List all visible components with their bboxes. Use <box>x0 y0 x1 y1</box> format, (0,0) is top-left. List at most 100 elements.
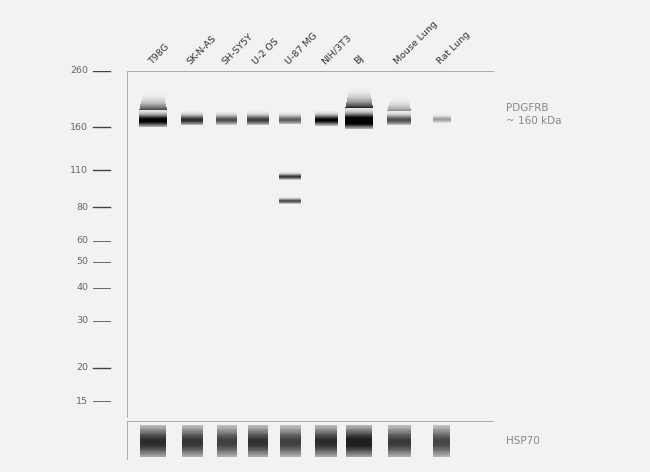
Bar <box>140 446 166 447</box>
Bar <box>216 449 237 450</box>
Bar <box>216 426 237 427</box>
Bar <box>181 451 203 452</box>
Bar <box>434 440 450 441</box>
Bar <box>280 425 301 426</box>
Bar <box>280 440 301 441</box>
Bar <box>280 430 301 431</box>
Text: 80: 80 <box>76 203 88 212</box>
Bar <box>315 435 337 436</box>
Bar <box>216 453 237 454</box>
Bar <box>248 453 268 454</box>
Text: Mouse Lung: Mouse Lung <box>393 20 439 67</box>
Bar <box>216 447 237 448</box>
Bar <box>280 445 301 446</box>
Bar <box>434 425 450 426</box>
Bar <box>181 446 203 447</box>
Bar <box>216 451 237 452</box>
Bar <box>315 452 337 453</box>
Bar <box>216 428 237 429</box>
Bar <box>388 452 411 453</box>
Bar <box>248 449 268 450</box>
Bar <box>388 450 411 451</box>
Bar <box>248 447 268 448</box>
Bar <box>181 426 203 427</box>
Bar <box>434 447 450 448</box>
Bar <box>248 444 268 445</box>
Text: 260: 260 <box>70 66 88 76</box>
Bar <box>181 440 203 441</box>
Bar <box>140 428 166 429</box>
Bar <box>280 449 301 450</box>
Bar <box>434 441 450 442</box>
Bar <box>140 452 166 453</box>
Bar <box>388 451 411 452</box>
Bar <box>346 450 372 451</box>
Bar <box>248 446 268 447</box>
Bar <box>280 450 301 451</box>
Bar <box>140 455 166 456</box>
Bar <box>140 445 166 446</box>
Bar <box>248 431 268 432</box>
Bar <box>346 446 372 447</box>
Bar <box>346 447 372 448</box>
Bar <box>315 430 337 431</box>
Bar <box>216 434 237 435</box>
Bar <box>140 453 166 454</box>
Bar <box>434 455 450 456</box>
Bar <box>140 442 166 443</box>
Bar <box>315 451 337 452</box>
Bar <box>248 442 268 443</box>
Bar <box>434 451 450 452</box>
Text: SK-N-AS: SK-N-AS <box>186 34 218 67</box>
Bar <box>181 452 203 453</box>
Text: U-2 OS: U-2 OS <box>252 37 281 67</box>
Bar <box>280 448 301 449</box>
Bar <box>216 427 237 428</box>
Bar <box>346 429 372 430</box>
Bar <box>346 440 372 441</box>
Bar <box>346 455 372 456</box>
Bar <box>280 452 301 453</box>
Bar <box>388 448 411 449</box>
Bar <box>346 427 372 428</box>
Bar <box>315 456 337 457</box>
Bar <box>181 432 203 433</box>
Text: 40: 40 <box>76 283 88 292</box>
Bar <box>181 449 203 450</box>
Bar <box>315 427 337 428</box>
Bar <box>140 431 166 432</box>
Bar <box>140 427 166 428</box>
Bar <box>181 438 203 439</box>
Text: PDGFRB
~ 160 kDa: PDGFRB ~ 160 kDa <box>506 103 561 126</box>
Bar <box>280 435 301 436</box>
Bar <box>280 439 301 440</box>
Bar <box>216 441 237 442</box>
Bar <box>346 425 372 426</box>
Bar <box>346 430 372 431</box>
Bar <box>216 429 237 430</box>
Text: T98G: T98G <box>147 42 171 67</box>
Bar <box>388 442 411 443</box>
Bar <box>346 449 372 450</box>
Bar <box>181 454 203 455</box>
Bar <box>248 452 268 453</box>
Bar <box>388 432 411 433</box>
Bar <box>181 442 203 443</box>
Bar <box>315 454 337 455</box>
Bar <box>388 436 411 437</box>
Bar <box>140 430 166 431</box>
Bar <box>248 448 268 449</box>
Bar <box>216 443 237 444</box>
Bar <box>434 436 450 437</box>
Bar <box>216 438 237 439</box>
Text: U-87 MG: U-87 MG <box>284 31 319 67</box>
Bar <box>388 446 411 447</box>
Bar <box>248 454 268 455</box>
Bar <box>315 448 337 449</box>
Bar <box>434 428 450 429</box>
Bar <box>181 439 203 440</box>
Bar <box>346 451 372 452</box>
Bar <box>280 442 301 443</box>
Bar <box>181 445 203 446</box>
Text: NIH/3T3: NIH/3T3 <box>320 33 353 67</box>
